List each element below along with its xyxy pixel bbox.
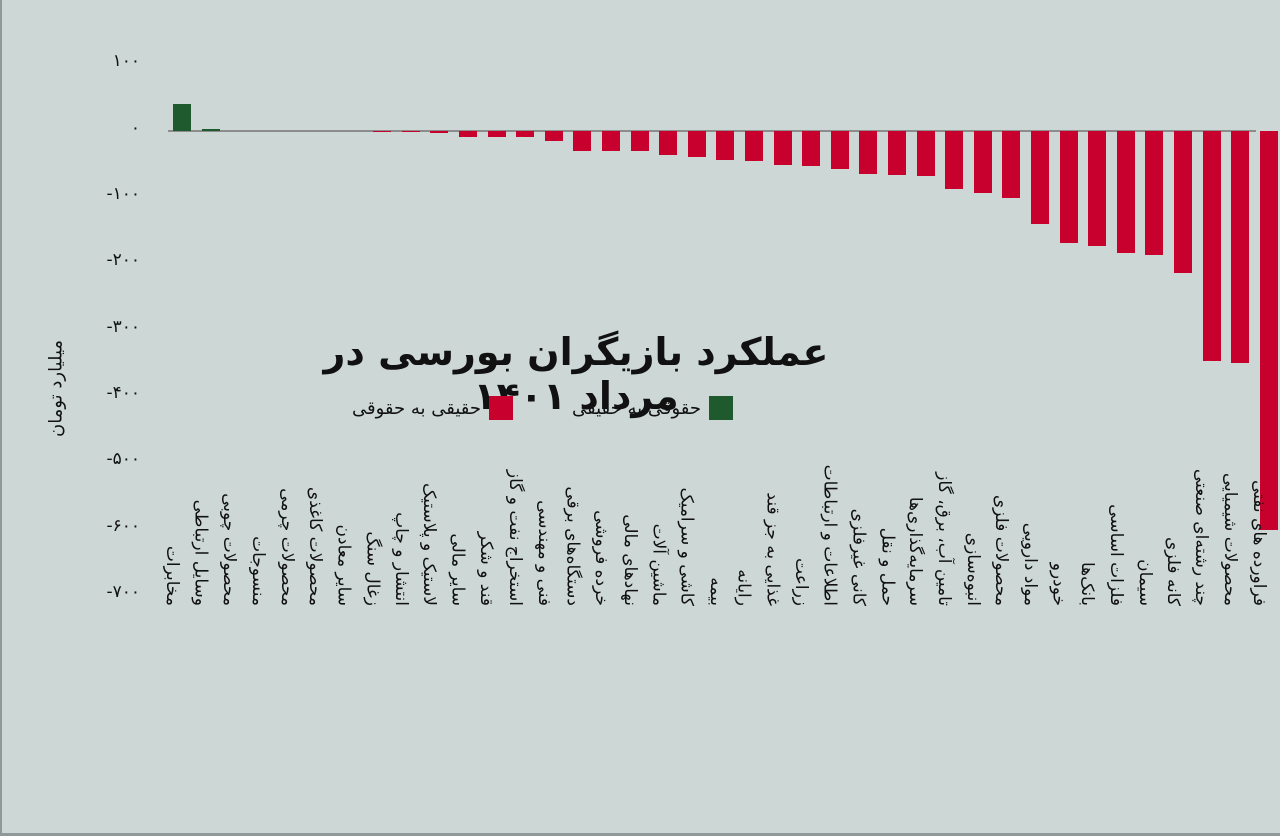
x-tick-label: لاستیک و پلاستیک xyxy=(419,482,440,606)
y-tick-label: ۱۰۰ xyxy=(112,51,140,72)
bar xyxy=(373,130,392,133)
bar xyxy=(1145,130,1164,255)
x-tick-label: محصولات چوبی xyxy=(219,493,240,606)
y-axis-label: میلیارد تومان xyxy=(45,339,67,438)
legend-item-green: حقوقی به حقیقی xyxy=(572,396,734,420)
bar xyxy=(544,130,563,141)
bar xyxy=(859,130,878,175)
x-tick-label: بیمه xyxy=(705,577,726,606)
bar xyxy=(716,130,735,160)
x-tick-label: غذایی به جز قند xyxy=(762,492,783,606)
y-tick-label: -۳۰۰ xyxy=(106,316,140,337)
bar xyxy=(487,130,506,137)
x-tick-label: فراورده های نفتی xyxy=(1248,479,1269,606)
bar xyxy=(945,130,964,190)
bar xyxy=(1088,130,1107,247)
x-tick-label: منسوجات xyxy=(247,536,268,606)
x-tick-label: چند رشته‌ای صنعتی xyxy=(1191,468,1212,606)
bar xyxy=(1002,130,1021,198)
legend-label: حقوقی به حقیقی xyxy=(572,397,702,419)
y-tick-label: -۲۰۰ xyxy=(106,250,140,271)
x-tick-label: محصولات کاغذی xyxy=(305,486,325,606)
bar xyxy=(459,130,477,137)
bar xyxy=(630,130,649,152)
y-tick-label: ۰ xyxy=(130,117,140,138)
bar xyxy=(973,130,992,193)
x-tick-label: محصولات شیمیایی xyxy=(1220,472,1241,606)
x-tick-label: خودرو xyxy=(1048,562,1069,606)
x-tick-label: انبوه‌سازی xyxy=(962,532,983,606)
x-tick-label: بانک‌ها xyxy=(1077,561,1098,606)
bar xyxy=(430,130,449,134)
x-tick-label: نهادهای مالی xyxy=(619,514,640,606)
x-tick-label: کانه فلزی xyxy=(1163,537,1183,606)
x-tick-label: دستگاه‌های برقی xyxy=(562,486,583,606)
bar xyxy=(1202,130,1221,362)
bar xyxy=(773,130,792,165)
x-tick-label: محصولات چرمی xyxy=(276,488,297,606)
bar xyxy=(1231,130,1250,364)
x-tick-label: سایر مالی xyxy=(448,533,468,606)
bar xyxy=(888,130,906,176)
bar xyxy=(916,130,935,177)
x-tick-label: سایر معادن xyxy=(333,524,354,606)
bar xyxy=(1031,130,1049,225)
x-tick-label: استخراج نفت و گاز xyxy=(505,469,526,606)
bar xyxy=(516,130,535,137)
x-tick-label: کانی غیرفلزی xyxy=(848,508,869,606)
bar xyxy=(745,130,763,161)
x-tick-label: خرده فروشی xyxy=(591,510,611,606)
x-tick-label: مخابرات xyxy=(162,545,182,606)
x-tick-label: محصولات فلزی xyxy=(991,494,1012,606)
bar xyxy=(401,130,420,133)
x-tick-label: فلزات اساسی xyxy=(1105,504,1126,606)
x-tick-label: سیمان xyxy=(1134,559,1155,606)
bar xyxy=(1259,130,1278,530)
bar xyxy=(1116,130,1135,253)
x-tick-label: حمل و نقل xyxy=(877,527,897,606)
x-tick-label: قند و شکر xyxy=(476,531,497,606)
bar xyxy=(830,130,849,170)
y-tick-label: -۶۰۰ xyxy=(106,515,140,536)
x-tick-label: وسایل ارتباطی xyxy=(190,499,211,606)
y-tick-label: -۱۰۰ xyxy=(106,184,140,204)
x-tick-label: مواد دارویی xyxy=(1020,522,1040,606)
y-tick-label: -۴۰۰ xyxy=(106,382,140,403)
bar xyxy=(1059,130,1078,244)
x-tick-label: اطلاعات و ارتباطات xyxy=(819,464,840,606)
x-tick-label: زراعت xyxy=(791,558,812,606)
bar xyxy=(173,104,191,131)
x-tick-label: انتشار و چاپ xyxy=(390,512,411,606)
x-tick-label: کاشی و سرامیک xyxy=(676,487,697,606)
y-tick-label: -۷۰۰ xyxy=(106,581,140,602)
bar xyxy=(687,130,706,157)
x-tick-label: رایانه xyxy=(734,569,754,606)
x-tick-label: تامین آب، برق، گاز xyxy=(934,472,955,606)
bar xyxy=(201,128,220,131)
bar xyxy=(802,130,821,166)
zero-baseline xyxy=(168,130,1256,132)
bar xyxy=(1174,130,1192,274)
x-tick-label: ماشین آلات xyxy=(648,523,669,606)
x-tick-label: زغال سنگ xyxy=(362,531,383,606)
legend-swatch-green xyxy=(709,396,734,420)
legend-label: حقیقی به حقوقی xyxy=(352,397,482,419)
x-tick-label: سرمایه‌گذاری‌ها xyxy=(905,496,926,606)
legend-item-red: حقیقی به حقوقی xyxy=(352,396,514,420)
x-tick-label: فنی و مهندسی xyxy=(533,500,554,606)
bar xyxy=(573,130,592,152)
chart-title: عملکرد بازیگران بورسی در مرداد ۱۴۰۱ xyxy=(323,330,829,418)
legend-swatch-red xyxy=(489,396,514,420)
y-tick-label: -۵۰۰ xyxy=(106,449,140,470)
bar xyxy=(602,130,620,152)
bar xyxy=(659,130,678,155)
